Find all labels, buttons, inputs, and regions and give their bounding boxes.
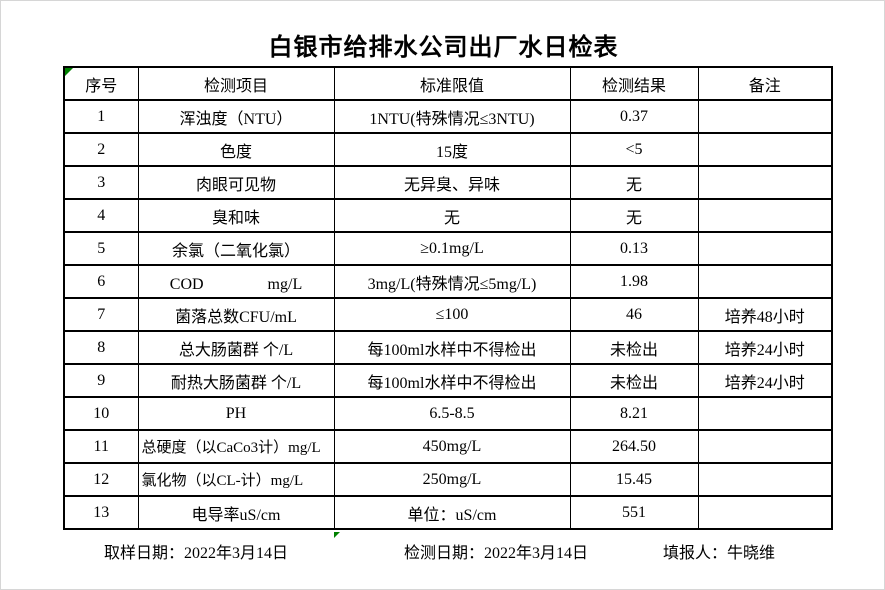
cell-limit: 450mg/L — [333, 429, 571, 464]
table-row: 13 电导率uS/cm 单位：uS/cm 551 — [63, 495, 833, 530]
column-header-note: 备注 — [697, 66, 833, 101]
cell-result: 264.50 — [569, 429, 699, 464]
cell-result: 未检出 — [569, 363, 699, 398]
cell-note: 培养24小时 — [697, 363, 833, 398]
cell-result: 0.37 — [569, 99, 699, 134]
cell-item: 电导率uS/cm — [137, 495, 335, 530]
cell-note — [697, 99, 833, 134]
cell-item: 浑浊度（NTU） — [137, 99, 335, 134]
table-row: 9 耐热大肠菌群 个/L 每100ml水样中不得检出 未检出 培养24小时 — [63, 363, 833, 398]
table-row: 7 菌落总数CFU/mL ≤100 46 培养48小时 — [63, 297, 833, 332]
cell-item: 耐热大肠菌群 个/L — [137, 363, 335, 398]
table-row: 3 肉眼可见物 无异臭、异味 无 — [63, 165, 833, 200]
cell-limit: 3mg/L(特殊情况≤5mg/L) — [333, 264, 571, 299]
footer: 取样日期：2022年3月14日 检测日期：2022年3月14日 填报人：牛晓维 — [1, 539, 885, 562]
excel-error-indicator-icon — [65, 68, 73, 76]
cell-note — [697, 429, 833, 464]
cell-item: PH — [137, 396, 335, 431]
cell-limit: 无异臭、异味 — [333, 165, 571, 200]
cell-limit: 15度 — [333, 132, 571, 167]
cell-limit: 1NTU(特殊情况≤3NTU) — [333, 99, 571, 134]
cell-item: 总硬度（以CaCo3计）mg/L — [137, 429, 335, 464]
cell-result: 无 — [569, 165, 699, 200]
table-row: 12 氯化物（以CL-计）mg/L 250mg/L 15.45 — [63, 462, 833, 497]
cell-result: 15.45 — [569, 462, 699, 497]
cell-no: 12 — [63, 462, 139, 497]
column-header-item: 检测项目 — [137, 66, 335, 101]
cell-note: 培养24小时 — [697, 330, 833, 365]
cell-item: COD mg/L — [137, 264, 335, 299]
cell-limit: 单位：uS/cm — [333, 495, 571, 530]
cell-note — [697, 165, 833, 200]
cell-note — [697, 132, 833, 167]
cell-corner-indicator-icon — [334, 532, 340, 538]
cell-note: 培养48小时 — [697, 297, 833, 332]
cell-result: 未检出 — [569, 330, 699, 365]
cell-no: 5 — [63, 231, 139, 266]
cell-result: <5 — [569, 132, 699, 167]
cell-result: 8.21 — [569, 396, 699, 431]
cell-no: 2 — [63, 132, 139, 167]
table-row: 5 余氯（二氧化氯） ≥0.1mg/L 0.13 — [63, 231, 833, 266]
cell-note — [697, 264, 833, 299]
cell-note — [697, 231, 833, 266]
cell-limit: 无 — [333, 198, 571, 233]
table-row: 4 臭和味 无 无 — [63, 198, 833, 233]
cell-limit: ≤100 — [333, 297, 571, 332]
cell-limit: 每100ml水样中不得检出 — [333, 363, 571, 398]
cell-no: 10 — [63, 396, 139, 431]
table-row: 1 浑浊度（NTU） 1NTU(特殊情况≤3NTU) 0.37 — [63, 99, 833, 134]
cell-result: 551 — [569, 495, 699, 530]
cell-limit: 6.5-8.5 — [333, 396, 571, 431]
table-row: 11 总硬度（以CaCo3计）mg/L 450mg/L 264.50 — [63, 429, 833, 464]
page-title: 白银市给排水公司出厂水日检表 — [268, 35, 619, 61]
cell-no: 8 — [63, 330, 139, 365]
table-row: 6 COD mg/L 3mg/L(特殊情况≤5mg/L) 1.98 — [63, 264, 833, 299]
cell-no: 11 — [63, 429, 139, 464]
column-header-limit: 标准限值 — [333, 66, 571, 101]
cell-item: 总大肠菌群 个/L — [137, 330, 335, 365]
cell-limit: 250mg/L — [333, 462, 571, 497]
cell-item: 臭和味 — [137, 198, 335, 233]
cell-note — [697, 462, 833, 497]
header-row: 序号 检测项目 标准限值 检测结果 备注 — [63, 66, 833, 101]
cell-no: 7 — [63, 297, 139, 332]
cell-item: 氯化物（以CL-计）mg/L — [137, 462, 335, 497]
column-header-no: 序号 — [63, 66, 139, 101]
cell-note — [697, 198, 833, 233]
cell-result: 无 — [569, 198, 699, 233]
cell-no: 9 — [63, 363, 139, 398]
sample-date-text: 取样日期：2022年3月14日 — [104, 545, 289, 562]
cell-note — [697, 495, 833, 530]
cell-item: 菌落总数CFU/mL — [137, 297, 335, 332]
cell-result: 46 — [569, 297, 699, 332]
column-header-result: 检测结果 — [569, 66, 699, 101]
cell-result: 0.13 — [569, 231, 699, 266]
table-row: 8 总大肠菌群 个/L 每100ml水样中不得检出 未检出 培养24小时 — [63, 330, 833, 365]
cell-limit: ≥0.1mg/L — [333, 231, 571, 266]
table-row: 10 PH 6.5-8.5 8.21 — [63, 396, 833, 431]
cell-result: 1.98 — [569, 264, 699, 299]
cell-item: 色度 — [137, 132, 335, 167]
cell-no: 3 — [63, 165, 139, 200]
cell-no: 13 — [63, 495, 139, 530]
reporter-text: 填报人：牛晓维 — [663, 545, 776, 562]
cell-no: 4 — [63, 198, 139, 233]
test-date-text: 检测日期：2022年3月14日 — [404, 545, 589, 562]
cell-note — [697, 396, 833, 431]
cell-no: 6 — [63, 264, 139, 299]
cell-item: 余氯（二氧化氯） — [137, 231, 335, 266]
cell-no: 1 — [63, 99, 139, 134]
inspection-table: 序号 检测项目 标准限值 检测结果 备注 1 浑浊度（NTU） 1NTU(特殊情… — [63, 66, 833, 530]
cell-item: 肉眼可见物 — [137, 165, 335, 200]
table-row: 2 色度 15度 <5 — [63, 132, 833, 167]
cell-limit: 每100ml水样中不得检出 — [333, 330, 571, 365]
